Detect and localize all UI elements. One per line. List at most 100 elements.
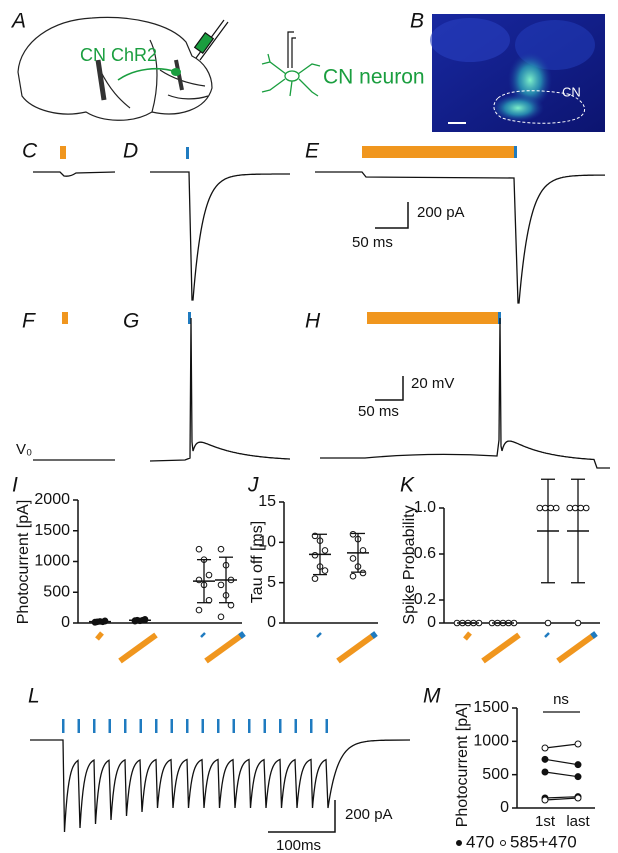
stimulus-tick [109,719,112,733]
trace [150,172,290,300]
y-tick-label: 1000 [34,553,70,570]
injection-label: CN ChR2 [80,45,157,65]
stimulus-icon [317,633,321,637]
legend-marker [501,841,506,846]
stimulus-tick [279,719,282,733]
scale-label: 20 mV [411,375,454,392]
data-point [553,505,559,511]
stimulus-tick [93,719,96,733]
data-point [322,548,328,554]
y-tick-label: 500 [43,583,70,600]
figure: CN ChR2 CN neuron CN 200 pA 50 ms 20 mV … [0,0,618,853]
stimulus-icon [465,633,470,639]
y-axis-label: Photocurrent [pA] [454,703,471,828]
y-tick-label: 0 [267,614,276,631]
y-tick-label: 0 [500,799,509,816]
data-point [218,582,224,588]
y-tick-label: 0 [427,614,436,631]
y-tick-label: 1000 [473,733,509,750]
brain-schematic [18,17,212,120]
pair-line [545,772,578,777]
stimulus-icon [206,635,242,661]
trace [320,318,610,468]
data-point [322,568,328,574]
panel-label: I [12,474,18,497]
data-point [548,505,554,511]
panel-label: F [22,310,36,333]
scale-label: 200 pA [345,806,393,823]
x-tick-label: last [566,813,590,830]
stimulus-tick [233,719,236,733]
stimulus-tick [326,719,329,733]
panel-label: K [400,474,415,497]
scale-label: 200 pA [417,204,465,221]
stimulus-tick [186,719,189,733]
neuron-icon [262,54,320,96]
panel-label: M [423,685,441,708]
neuron-label: CN neuron [323,66,425,89]
stimulus-tick [310,719,313,733]
y-axis-label: Photocurrent [pA] [15,500,32,625]
pipette-a [195,20,228,60]
stimulus-tick [248,719,251,733]
y-tick-label: 2000 [34,491,70,508]
y-tick-label: 5 [267,574,276,591]
stimulus-icon [240,634,244,637]
pipette-b [288,32,296,68]
data-point [575,774,581,780]
scale-label: 50 ms [352,234,393,251]
trace [33,172,115,176]
data-point [542,756,548,762]
trace [150,318,290,461]
stimulus-icon [97,633,102,639]
panel-label: H [305,310,321,333]
stimulus-tick [140,719,143,733]
scale-label: 50 ms [358,403,399,420]
stimulus-icon [558,635,594,661]
data-point [312,576,318,582]
legend-marker [457,841,462,846]
data-point [575,795,581,801]
data-point [545,620,551,626]
y-tick-label: 15 [258,493,276,510]
stimulus-markers [60,146,517,324]
y-tick-label: 0.6 [414,545,436,562]
stimulus-tick [217,719,220,733]
x-tick-label: 1st [535,813,556,830]
stimulus-tick [171,719,174,733]
legend-label: 585+470 [510,832,577,851]
panel-label: D [123,140,138,163]
data-point [350,556,356,562]
data-point [575,620,581,626]
y-tick-label: 500 [482,766,509,783]
stimulus-icon [120,635,156,661]
data-point [575,741,581,747]
data-point [542,505,548,511]
scale-bars [268,202,408,832]
data-point [350,531,356,537]
scale-label: 100ms [276,837,321,853]
panel-label: B [410,10,424,33]
panel-label: A [10,10,26,33]
legend-label: 470 [466,832,494,851]
data-point [572,505,578,511]
v0-label: V₀ [16,441,32,458]
data-point [206,572,212,578]
stimulus-icon [545,633,549,637]
stimulus-tick [264,719,267,733]
stimulus-tick [78,719,81,733]
panel-label: C [22,140,38,163]
data-point [542,797,548,803]
data-point [542,769,548,775]
stimulus-icon [201,633,205,637]
y-tick-label: 0 [61,614,70,631]
data-point [578,505,584,511]
traces [30,172,610,832]
panel-label: G [123,310,139,333]
stimulus-tick [155,719,158,733]
data-point [537,505,543,511]
data-point [218,546,224,552]
y-tick-label: 10 [258,534,276,551]
panel-label: E [305,140,320,163]
panel-label: L [28,685,40,708]
